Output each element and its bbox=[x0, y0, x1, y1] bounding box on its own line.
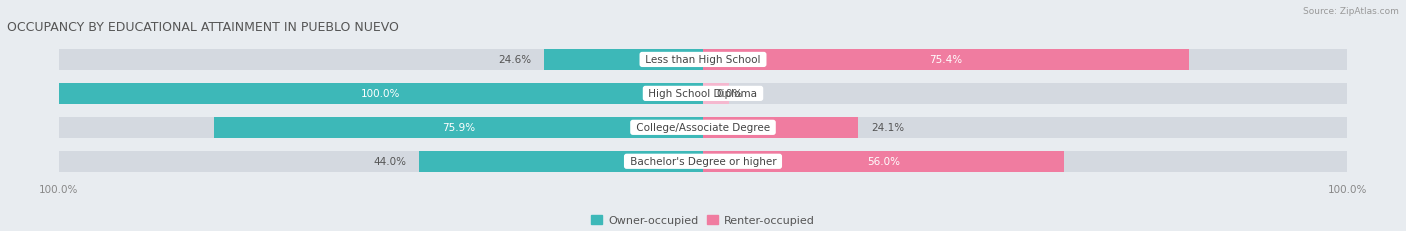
Bar bbox=[703, 50, 1189, 71]
Text: 100.0%: 100.0% bbox=[361, 89, 401, 99]
Bar bbox=[703, 83, 728, 104]
Text: Bachelor's Degree or higher: Bachelor's Degree or higher bbox=[627, 157, 779, 167]
Text: Source: ZipAtlas.com: Source: ZipAtlas.com bbox=[1303, 7, 1399, 16]
Text: 75.4%: 75.4% bbox=[929, 55, 963, 65]
Bar bbox=[214, 117, 703, 138]
Text: 56.0%: 56.0% bbox=[868, 157, 900, 167]
Text: OCCUPANCY BY EDUCATIONAL ATTAINMENT IN PUEBLO NUEVO: OCCUPANCY BY EDUCATIONAL ATTAINMENT IN P… bbox=[7, 21, 399, 33]
Text: College/Associate Degree: College/Associate Degree bbox=[633, 123, 773, 133]
Bar bbox=[419, 151, 703, 172]
Bar bbox=[59, 117, 1347, 138]
Bar bbox=[703, 151, 1064, 172]
Bar bbox=[544, 50, 703, 71]
Text: 44.0%: 44.0% bbox=[374, 157, 406, 167]
Text: 24.1%: 24.1% bbox=[872, 123, 904, 133]
Bar bbox=[703, 117, 858, 138]
Text: Less than High School: Less than High School bbox=[643, 55, 763, 65]
Text: High School Diploma: High School Diploma bbox=[645, 89, 761, 99]
Bar bbox=[59, 83, 703, 104]
Text: 75.9%: 75.9% bbox=[441, 123, 475, 133]
Bar bbox=[59, 151, 1347, 172]
Text: 0.0%: 0.0% bbox=[716, 89, 742, 99]
Bar bbox=[59, 50, 1347, 71]
Legend: Owner-occupied, Renter-occupied: Owner-occupied, Renter-occupied bbox=[586, 211, 820, 230]
Text: 24.6%: 24.6% bbox=[499, 55, 531, 65]
Bar bbox=[59, 83, 1347, 104]
